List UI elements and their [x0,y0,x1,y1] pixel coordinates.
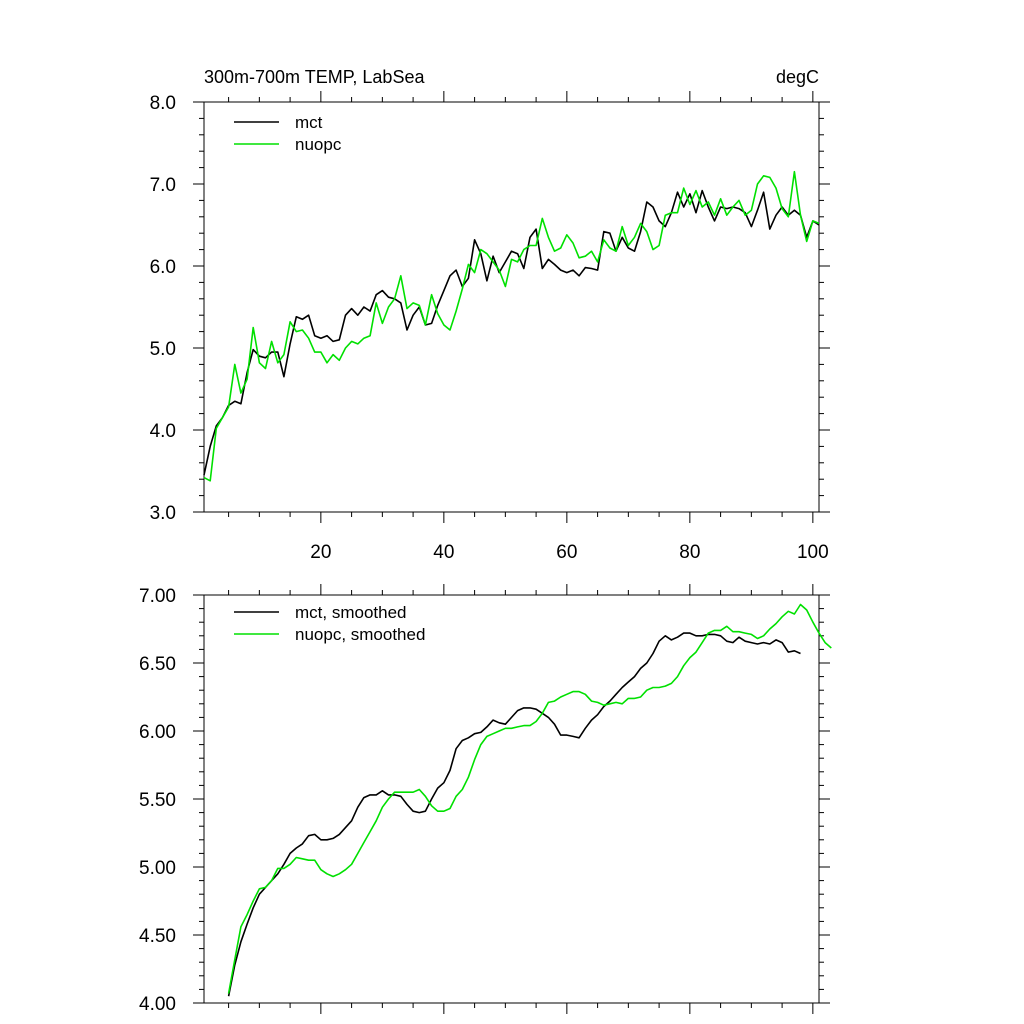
x-tick-label: 60 [556,542,577,563]
bottom-panel: 4.00 4.50 5.00 5.50 6.00 6.50 7.00 mct, smoothe… [139,584,832,1015]
plot-frame [203,594,820,1004]
y-tick-label: 6.0 [150,257,176,278]
y-tick-label: 5.00 [139,858,176,879]
units-label: degC [776,67,819,87]
series-line-mct-smoothed [227,632,801,997]
y-tick-label: 4.00 [139,994,176,1015]
plot-frame [203,101,820,513]
series-line-mct [203,189,820,476]
y-tick-label: 8.0 [150,93,176,114]
series-line-nuopc [203,170,820,482]
y-tick-label: 5.0 [150,339,176,360]
y-tick-label: 6.50 [139,654,176,675]
x-tick-label: 20 [310,542,331,563]
y-tick-label: 5.50 [139,790,176,811]
legend-label: nuopc, smoothed [295,625,425,644]
x-tick-label: 40 [433,542,454,563]
y-tick-label: 7.00 [139,586,176,607]
x-tick-label: 100 [797,542,829,563]
y-tick-label: 6.00 [139,722,176,743]
y-tick-label: 4.50 [139,926,176,947]
legend-label: mct, smoothed [295,603,407,622]
legend-label: nuopc [295,135,342,154]
x-tick-label: 80 [679,542,700,563]
y-tick-label: 3.0 [150,503,176,524]
top-panel: 300m-700m TEMP, LabSea degC 20 40 60 80 100 3… [150,67,830,563]
chart-title: 300m-700m TEMP, LabSea [204,67,425,87]
legend-label: mct [295,113,323,132]
series-line-nuopc-smoothed [227,603,832,994]
y-tick-label: 4.0 [150,421,176,442]
y-tick-label: 7.0 [150,175,176,196]
